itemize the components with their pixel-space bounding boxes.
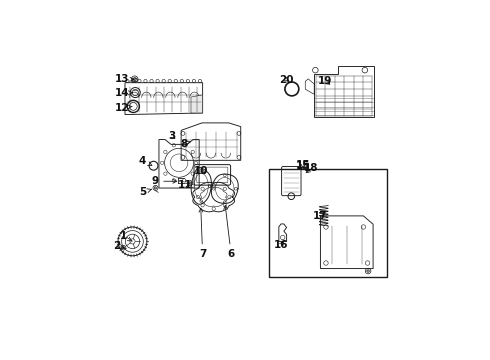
- Text: 8: 8: [180, 139, 191, 149]
- Text: 1: 1: [120, 231, 132, 241]
- Text: 11: 11: [178, 180, 193, 190]
- Text: 7: 7: [199, 208, 206, 260]
- Text: 6: 6: [224, 206, 235, 260]
- Bar: [269, 169, 387, 278]
- Text: 3: 3: [169, 131, 176, 141]
- Text: 18: 18: [304, 163, 319, 174]
- Text: 17: 17: [313, 211, 327, 221]
- Text: 2: 2: [113, 240, 124, 251]
- Text: 19: 19: [318, 76, 333, 86]
- Text: 14: 14: [115, 88, 133, 98]
- Text: 4: 4: [139, 156, 152, 166]
- Text: 15: 15: [296, 161, 311, 171]
- Text: 9: 9: [151, 176, 177, 186]
- Text: 15: 15: [296, 159, 311, 170]
- Text: 10: 10: [194, 166, 208, 176]
- Text: 20: 20: [279, 75, 294, 85]
- Text: 13: 13: [115, 74, 134, 84]
- Text: 5: 5: [139, 187, 151, 197]
- Polygon shape: [191, 95, 203, 113]
- Text: 12: 12: [115, 103, 132, 113]
- Text: 16: 16: [274, 240, 288, 250]
